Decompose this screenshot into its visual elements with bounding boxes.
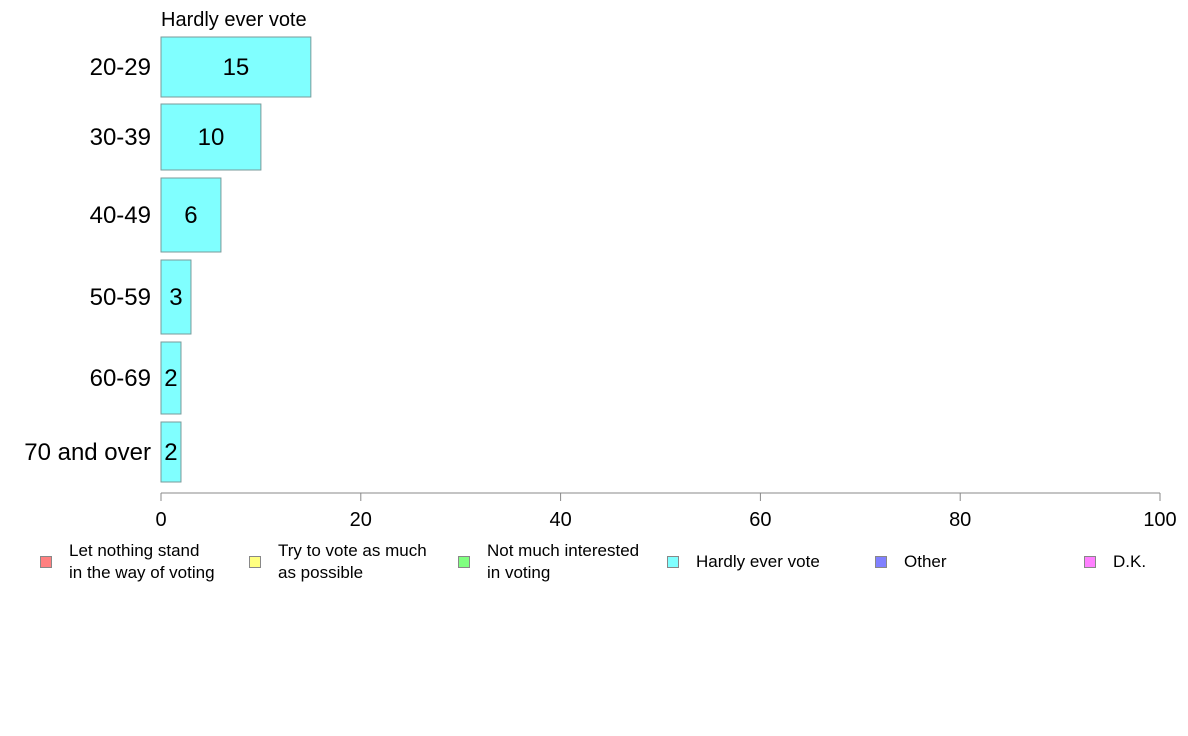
data-label: 2 <box>164 439 177 466</box>
legend-swatch <box>1084 556 1096 568</box>
bar <box>160 177 222 253</box>
x-tick-label: 80 <box>949 509 971 531</box>
legend-item: Hardly ever vote <box>667 551 820 573</box>
legend-swatch <box>40 556 52 568</box>
bar <box>160 259 192 335</box>
x-tick-label: 100 <box>1143 509 1176 531</box>
category-label: 20-29 <box>90 54 151 81</box>
data-label: 10 <box>198 124 225 151</box>
x-axis: 0 20 40 60 80 100 <box>155 492 1177 531</box>
bar <box>160 341 182 415</box>
legend: Let nothing stand in the way of voting Tr… <box>0 540 1188 600</box>
legend-swatch <box>249 556 261 568</box>
x-tick-label: 60 <box>749 509 771 531</box>
legend-label: D.K. <box>1113 552 1147 571</box>
x-tick-label: 20 <box>350 509 372 531</box>
x-tick-label: 40 <box>549 509 571 531</box>
legend-label: Let nothing stand in the way of voting <box>69 541 215 582</box>
legend-item: Not much interested in voting <box>458 540 639 584</box>
bars-group: 20-29 15 30-39 10 40-49 6 50-59 3 60-69 2 70 and o… <box>24 36 312 483</box>
bar <box>160 421 182 483</box>
data-label: 15 <box>223 54 250 81</box>
legend-label: Hardly ever vote <box>696 552 820 571</box>
category-label: 30-39 <box>90 124 151 151</box>
data-label: 6 <box>184 202 197 229</box>
category-label: 60-69 <box>90 365 151 392</box>
category-label: 50-59 <box>90 284 151 311</box>
legend-item: D.K. <box>1084 551 1146 573</box>
category-label: 40-49 <box>90 202 151 229</box>
chart-title: Hardly ever vote <box>161 9 307 31</box>
data-label: 3 <box>169 284 182 311</box>
legend-label: Other <box>904 552 947 571</box>
category-label: 70 and over <box>24 439 151 466</box>
legend-label: Try to vote as much as possible <box>278 541 427 582</box>
legend-item: Other <box>875 551 947 573</box>
x-tick-label: 0 <box>155 509 166 531</box>
bar <box>160 36 312 98</box>
legend-item: Try to vote as much as possible <box>249 540 427 584</box>
bar <box>160 103 262 171</box>
data-label: 2 <box>164 365 177 392</box>
legend-swatch <box>875 556 887 568</box>
legend-swatch <box>458 556 470 568</box>
legend-item: Let nothing stand in the way of voting <box>40 540 215 584</box>
legend-swatch <box>667 556 679 568</box>
legend-label: Not much interested in voting <box>487 541 640 582</box>
